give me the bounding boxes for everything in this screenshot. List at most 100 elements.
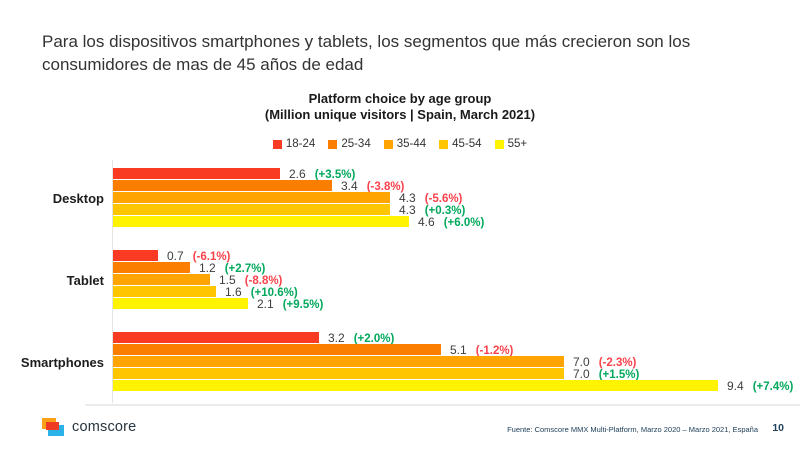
category-label-smartphones: Smartphones <box>20 355 104 370</box>
source-text: Fuente: Comscore MMX Multi-Platform, Mar… <box>507 425 758 434</box>
bar-desktop-55+ <box>113 216 409 227</box>
value-label: 1.2 <box>199 261 216 275</box>
legend-label: 25-34 <box>341 138 371 150</box>
comscore-logo-text: comscore <box>72 419 137 435</box>
footer-divider <box>85 404 800 406</box>
chart-axis-line <box>112 160 113 403</box>
value-label: 2.1 <box>257 297 274 311</box>
value-label: 1.5 <box>219 273 236 287</box>
value-label: 3.4 <box>341 179 358 193</box>
change-label: (+2.0%) <box>353 333 395 345</box>
change-label: (+6.0%) <box>443 217 485 229</box>
bar-row: 2.1 (+9.5%) <box>113 297 800 311</box>
bar-smartphones-25-34 <box>113 344 441 355</box>
bar-labels: 9.4 (+7.4%) <box>727 379 794 393</box>
value-label: 2.6 <box>289 167 306 181</box>
chart-title: Platform choice by age group (Million un… <box>0 91 800 123</box>
bar-labels: 7.0 (+1.5%) <box>573 367 640 381</box>
bar-labels: 4.6 (+6.0%) <box>418 215 485 229</box>
legend-swatch <box>272 139 282 149</box>
bar-chart: Desktop 2.6 (+3.5%) 3.4 (-3.8%) 4.3 (-5.6%) 4.3… <box>0 160 800 406</box>
bar-labels: 2.6 (+3.5%) <box>289 167 356 181</box>
bar-tablet-55+ <box>113 298 248 309</box>
legend-item-35-44: 35-44 <box>383 138 426 150</box>
change-label: (-1.2%) <box>475 345 514 357</box>
bar-labels: 4.3 (+0.3%) <box>399 203 466 217</box>
bar-group-smartphones: Smartphones 3.2 (+2.0%) 5.1 (-1.2%) 7.0 (-2.3%… <box>0 332 800 393</box>
legend-swatch <box>494 139 504 149</box>
legend-swatch <box>383 139 393 149</box>
change-label: (+0.3%) <box>424 205 466 217</box>
logo-red-square <box>46 422 59 430</box>
bar-row: 3.2 (+2.0%) <box>113 332 800 345</box>
change-label: (+9.5%) <box>282 299 324 311</box>
bar-row: 7.0 (+1.5%) <box>113 367 800 381</box>
category-label-desktop: Desktop <box>52 191 104 206</box>
page-number: 10 <box>772 422 784 434</box>
bar-labels: 2.1 (+9.5%) <box>257 297 324 311</box>
bar-labels: 1.5 (-8.8%) <box>219 273 283 287</box>
legend-label: 45-54 <box>452 138 482 150</box>
bar-labels: 3.4 (-3.8%) <box>341 179 405 193</box>
bar-desktop-18-24 <box>113 168 280 179</box>
value-label: 1.6 <box>225 285 242 299</box>
slide-title: Para los dispositivos smartphones y tabl… <box>42 32 691 74</box>
bar-row: 0.7 (-6.1%) <box>113 249 800 263</box>
legend-swatch <box>439 139 449 149</box>
legend-swatch <box>328 139 338 149</box>
change-label: (+2.7%) <box>224 263 266 275</box>
bar-group-desktop: Desktop 2.6 (+3.5%) 3.4 (-3.8%) 4.3 (-5.6%) 4.3… <box>0 167 800 229</box>
bar-row: 1.6 (+10.6%) <box>113 285 800 299</box>
chart-legend: 18-24 25-34 35-44 45-54 55+ <box>0 138 800 150</box>
bar-labels: 3.2 (+2.0%) <box>328 332 395 345</box>
bar-desktop-45-54 <box>113 204 390 215</box>
change-label: (+10.6%) <box>250 287 298 299</box>
value-label: 4.6 <box>418 215 435 229</box>
bar-row: 5.1 (-1.2%) <box>113 343 800 357</box>
bar-row: 4.3 (+0.3%) <box>113 203 800 217</box>
bar-row: 9.4 (+7.4%) <box>113 379 800 393</box>
bar-smartphones-35-44 <box>113 356 564 367</box>
bar-desktop-25-34 <box>113 180 332 191</box>
bar-row: 3.4 (-3.8%) <box>113 179 800 193</box>
bar-row: 4.6 (+6.0%) <box>113 215 800 229</box>
change-label: (-8.8%) <box>244 275 283 287</box>
bar-tablet-18-24 <box>113 250 158 261</box>
change-label: (-2.3%) <box>598 357 637 369</box>
bar-labels: 0.7 (-6.1%) <box>167 249 231 263</box>
bar-row: 2.6 (+3.5%) <box>113 167 800 181</box>
bar-labels: 4.3 (-5.6%) <box>399 191 463 205</box>
legend-item-45-54: 45-54 <box>439 138 482 150</box>
bar-row: 4.3 (-5.6%) <box>113 191 800 205</box>
value-label: 7.0 <box>573 355 590 369</box>
bar-smartphones-18-24 <box>113 332 319 343</box>
change-label: (-5.6%) <box>424 193 463 205</box>
logo-cyan-square <box>48 425 64 436</box>
bar-desktop-35-44 <box>113 192 390 203</box>
comscore-logo-icon <box>42 418 64 436</box>
legend-item-18-24: 18-24 <box>272 138 315 150</box>
change-label: (-3.8%) <box>366 181 405 193</box>
change-label: (+3.5%) <box>314 169 356 181</box>
comscore-logo: comscore <box>42 418 136 436</box>
value-label: 9.4 <box>727 379 744 393</box>
bar-row: 1.2 (+2.7%) <box>113 261 800 275</box>
bar-row: 1.5 (-8.8%) <box>113 273 800 287</box>
value-label: 5.1 <box>450 343 467 357</box>
category-label-tablet: Tablet <box>66 273 104 288</box>
bar-smartphones-45-54 <box>113 368 564 379</box>
value-label: 4.3 <box>399 203 416 217</box>
bar-group-tablet: Tablet 0.7 (-6.1%) 1.2 (+2.7%) 1.5 (-8.8%) 1.6 (… <box>0 249 800 311</box>
chart-title-line1: Platform choice by age group <box>308 91 492 106</box>
bar-row: 7.0 (-2.3%) <box>113 355 800 369</box>
value-label: 4.3 <box>399 191 416 205</box>
chart-title-line2: (Million unique visitors | Spain, March … <box>264 107 536 122</box>
change-label: (-6.1%) <box>192 251 231 263</box>
change-label: (+1.5%) <box>598 369 640 381</box>
change-label: (+7.4%) <box>752 381 794 393</box>
bar-tablet-35-44 <box>113 274 210 285</box>
value-label: 7.0 <box>573 367 590 381</box>
legend-label: 55+ <box>507 138 528 150</box>
value-label: 0.7 <box>167 249 184 263</box>
bar-tablet-25-34 <box>113 262 190 273</box>
